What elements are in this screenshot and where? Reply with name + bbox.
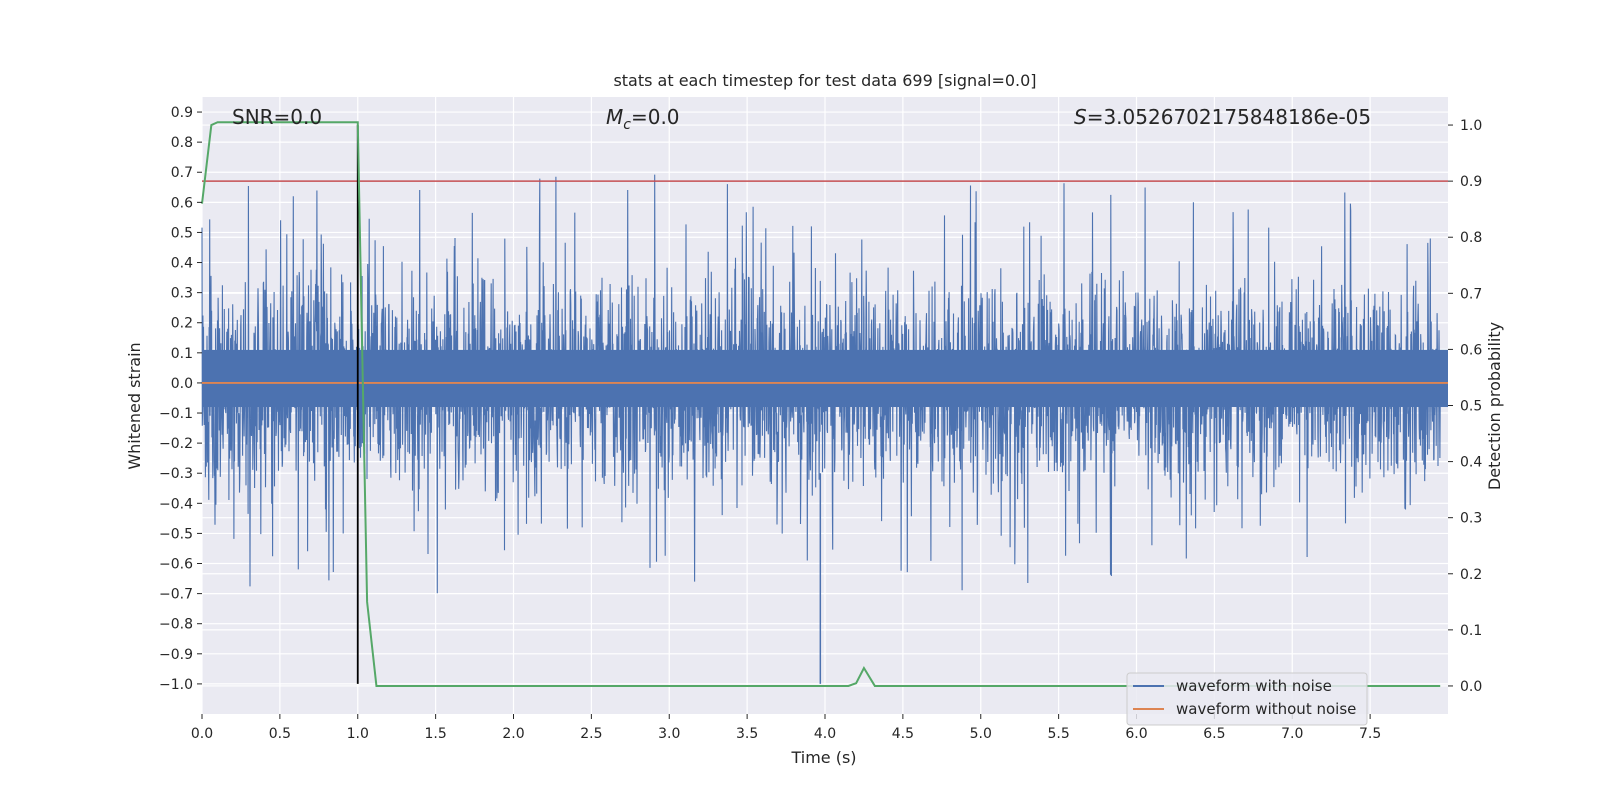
x-tick-label: 5.0: [970, 726, 992, 742]
y-tick-label-left: −0.6: [159, 557, 193, 573]
x-tick-label: 1.5: [424, 726, 446, 742]
y-tick-label-right: 0.2: [1460, 567, 1482, 583]
s-statistic-symbol: S: [1074, 105, 1087, 129]
chart-title: stats at each timestep for test data 699…: [613, 71, 1036, 90]
detection-probability-line: [201, 121, 1441, 687]
x-tick-label: 7.0: [1281, 726, 1303, 742]
y-axis-label-left: Whitened strain: [125, 342, 144, 469]
x-tick-label: 4.5: [892, 726, 914, 742]
y-tick-label-right: 0.7: [1460, 286, 1482, 302]
y-tick-label-left: 0.1: [171, 346, 193, 362]
y-tick-label-right: 0.6: [1460, 342, 1482, 358]
y-tick-label-right: 0.8: [1460, 230, 1482, 246]
chirp-mass-symbol: M: [606, 105, 623, 129]
y-tick-label-right: 0.1: [1460, 623, 1482, 639]
y-tick-label-left: −0.8: [159, 617, 193, 633]
y-tick-label-left: 0.9: [171, 105, 193, 121]
y-tick-label-right: 0.5: [1460, 399, 1482, 415]
x-tick-label: 6.0: [1125, 726, 1147, 742]
chirp-mass-subscript: c: [623, 117, 631, 133]
snr-annotation: SNR=0.0: [232, 105, 322, 129]
waveform-with-noise: [201, 174, 1448, 684]
x-tick-label: 6.5: [1203, 726, 1225, 742]
s-statistic-value: =3.0526702175848186e-05: [1087, 105, 1371, 129]
y-tick-label-left: 0.3: [171, 286, 193, 302]
y-tick-label-left: 0.7: [171, 165, 193, 181]
y-tick-label-left: 0.0: [171, 376, 193, 392]
x-tick-label: 0.0: [191, 726, 213, 742]
x-tick-label: 2.0: [502, 726, 524, 742]
y-tick-label-left: −0.3: [159, 466, 193, 482]
y-tick-label-left: −0.9: [159, 647, 193, 663]
x-tick-label: 4.0: [814, 726, 836, 742]
x-tick-label: 0.5: [269, 726, 291, 742]
legend: waveform with noise waveform without noi…: [1126, 672, 1368, 726]
y-tick-label-left: −0.5: [159, 526, 193, 542]
y-tick-label-right: 0.3: [1460, 511, 1482, 527]
y-tick-label-left: −0.1: [159, 406, 193, 422]
y-tick-label-right: 0.0: [1460, 679, 1482, 695]
y-axis-label-right: Detection probability: [1485, 322, 1504, 490]
y-tick-label-right: 0.9: [1460, 174, 1482, 190]
y-tick-label-left: 0.5: [171, 225, 193, 241]
y-tick-label-right: 1.0: [1460, 118, 1482, 134]
axis-ticks: 0.0 0.5 1.0 1.5 2.0 2.5 3.0 3.5 4.0 4.5 5.0 5.5 6.0 6…: [159, 105, 1482, 742]
series-layer: [201, 121, 1448, 687]
x-axis-label: Time (s): [790, 748, 856, 767]
x-tick-label: 7.5: [1359, 726, 1381, 742]
y-tick-label-left: 0.6: [171, 195, 193, 211]
x-tick-label: 3.0: [658, 726, 680, 742]
x-tick-label: 3.5: [736, 726, 758, 742]
y-tick-label-left: −1.0: [159, 677, 193, 693]
s-statistic-annotation: S=3.0526702175848186e-05: [1074, 105, 1371, 129]
y-tick-label-left: 0.8: [171, 135, 193, 151]
x-tick-label: 5.5: [1047, 726, 1069, 742]
legend-label-clean: waveform without noise: [1176, 700, 1356, 718]
y-tick-label-left: 0.4: [171, 256, 193, 272]
y-tick-label-left: −0.2: [159, 436, 193, 452]
x-tick-label: 1.0: [347, 726, 369, 742]
chirp-mass-value: =0.0: [631, 105, 680, 129]
y-tick-label-left: 0.2: [171, 316, 193, 332]
x-tick-label: 2.5: [580, 726, 602, 742]
noise-dense-band: [202, 349, 1448, 408]
legend-box: [1126, 672, 1368, 726]
legend-label-noise: waveform with noise: [1176, 677, 1332, 695]
y-tick-label-left: −0.4: [159, 496, 193, 512]
y-tick-label-right: 0.4: [1460, 455, 1482, 471]
chirp-mass-annotation: Mc=0.0: [606, 105, 680, 133]
y-tick-label-left: −0.7: [159, 587, 193, 603]
